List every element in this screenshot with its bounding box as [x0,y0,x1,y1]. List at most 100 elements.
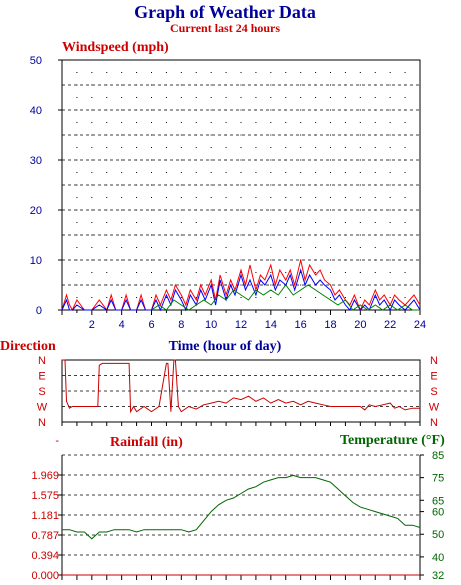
windspeed-grid-dot [195,159,197,161]
windspeed-grid-dot [344,197,346,198]
windspeed-grid-dot [225,209,227,211]
windspeed-grid-dot [300,97,302,98]
windspeed-grid-dot [121,147,123,148]
windspeed-grid-dot [151,284,152,286]
windspeed-grid-dot [106,72,108,73]
windspeed-grid-dot [106,247,108,248]
windspeed-grid-dot [300,122,302,123]
windspeed-grid-dot [344,184,346,186]
windspeed-grid-dot [344,209,346,211]
windspeed-grid-dot [330,184,331,186]
windspeed-grid-dot [270,222,272,223]
time-x-tick-label: 12 [235,319,247,331]
windspeed-grid-dot [76,222,78,223]
windspeed-grid-dot [165,97,167,98]
windspeed-grid-dot [195,259,197,261]
windspeed-grid-dot [91,222,93,223]
time-x-tick-label: 4 [119,319,125,331]
windspeed-grid-dot [389,247,391,248]
windspeed-grid-dot [210,272,212,273]
windspeed-grid-dot [121,259,123,261]
windspeed-grid-dot [195,247,197,248]
windspeed-grid-dot [136,184,138,186]
windspeed-grid-dot [374,197,376,198]
windspeed-grid-dot [165,172,167,173]
windspeed-grid-dot [136,297,138,298]
windspeed-grid-dot [330,209,331,211]
windspeed-grid-dot [255,122,257,123]
windspeed-grid-dot [270,147,272,148]
rain-y-tick-label: - [55,435,59,447]
windspeed-grid-dot [151,272,152,273]
windspeed-grid-dot [106,234,108,236]
windspeed-grid-dot [195,284,197,286]
windspeed-grid-dot [225,247,227,248]
direction-y-tick-label-right: N [430,355,438,367]
windspeed-grid-dot [121,184,123,186]
windspeed-grid-dot [300,209,302,211]
windspeed-grid-dot [359,172,361,173]
windspeed-grid-dot [359,284,361,286]
windspeed-grid-dot [404,297,406,298]
windspeed-grid-dot [106,172,108,173]
windspeed-grid-dot [374,159,376,161]
windspeed-grid-dot [315,147,317,148]
windspeed-grid-dot [240,209,242,211]
windspeed-grid-dot [165,284,167,286]
windspeed-grid-dot [195,147,197,148]
windspeed-grid-dot [121,209,123,211]
time-x-tick-label: 24 [414,319,426,331]
windspeed-grid-dot [359,259,361,261]
windspeed-grid-dot [404,234,406,236]
windspeed-grid-dot [136,147,138,148]
windspeed-grid-dot [91,184,93,186]
windspeed-grid-dot [151,222,152,223]
windspeed-grid-dot [165,197,167,198]
windspeed-grid-dot [180,234,182,236]
windspeed-grid-dot [389,197,391,198]
windspeed-grid-dot [76,159,78,161]
windspeed-grid-dot [240,172,242,173]
windspeed-grid-dot [91,172,93,173]
temp-y-tick-label: 65 [432,495,444,507]
windspeed-grid-dot [76,197,78,198]
windspeed-grid-dot [330,297,331,298]
windspeed-grid-dot [151,134,152,136]
windspeed-grid-dot [344,284,346,286]
windspeed-grid-dot [180,84,182,86]
windspeed-series-1 [61,259,421,312]
windspeed-grid-dot [374,234,376,236]
windspeed-grid-dot [359,109,361,111]
windspeed-grid-dot [165,222,167,223]
windspeed-grid-dot [240,84,242,86]
windspeed-grid-dot [255,209,257,211]
direction-y-tick-label-right: W [429,402,440,414]
windspeed-grid-dot [76,72,78,73]
rain-y-tick-label: 1.969 [31,470,59,482]
windspeed-grid-dot [374,147,376,148]
windspeed-grid-dot [344,72,346,73]
windspeed-grid-dot [285,272,287,273]
direction-series-1 [62,359,420,414]
windspeed-grid-dot [151,84,152,86]
windspeed-grid-dot [106,272,108,273]
windspeed-grid-dot [389,97,391,98]
windspeed-grid-dot [285,222,287,223]
windspeed-grid-dot [300,84,302,86]
windspeed-grid-dot [136,122,138,123]
windspeed-grid-dot [76,259,78,261]
windspeed-grid-dot [389,72,391,73]
windspeed-grid-dot [121,297,123,298]
windspeed-grid-dot [374,222,376,223]
windspeed-grid-dot [225,134,227,136]
windspeed-y-tick-label: 20 [30,205,42,217]
windspeed-grid-dot [359,209,361,211]
windspeed-grid-dot [344,259,346,261]
direction-y-tick-label-left: N [38,417,46,429]
windspeed-grid-dot [136,97,138,98]
windspeed-grid-dot [404,247,406,248]
windspeed-grid-dot [195,72,197,73]
temperature-series [62,474,421,540]
windspeed-series-2 [61,268,421,312]
